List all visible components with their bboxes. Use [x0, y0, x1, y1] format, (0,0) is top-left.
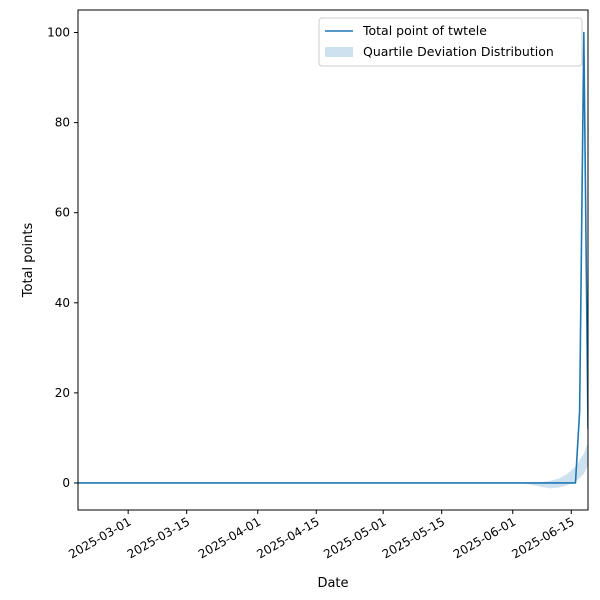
x-axis-label: Date	[317, 576, 348, 591]
x-tick-label: 2025-06-01	[451, 514, 518, 561]
series-line-total-points	[78, 31, 588, 484]
legend-entry-total-points: Total point of twtele	[362, 23, 487, 38]
y-tick-label: 40	[55, 296, 70, 310]
x-tick-label: 2025-04-15	[254, 514, 321, 561]
y-tick-label: 0	[62, 476, 70, 490]
legend-entry-quartile-deviation: Quartile Deviation Distribution	[363, 44, 554, 59]
x-tick-label: 2025-05-01	[321, 514, 388, 561]
quartile-band	[516, 442, 588, 489]
x-tick-label: 2025-05-15	[380, 514, 447, 561]
y-tick-label: 60	[55, 206, 70, 220]
x-tick-label: 2025-03-01	[66, 514, 133, 561]
y-tick-label: 80	[55, 116, 70, 130]
y-tick-label: 20	[55, 386, 70, 400]
plot-frame	[77, 9, 589, 511]
y-tick-label: 100	[47, 26, 70, 40]
legend-swatch-band	[325, 47, 353, 57]
y-axis-label: Total points	[21, 223, 36, 299]
y-axis: 0 20 40 60 80 100	[47, 26, 78, 490]
x-tick-label: 2025-06-15	[509, 514, 576, 561]
legend-box	[318, 17, 583, 67]
plot-area	[78, 31, 588, 489]
legend: Total point of twtele Quartile Deviation…	[318, 17, 583, 67]
x-tick-label: 2025-04-01	[196, 514, 263, 561]
x-tick-label: 2025-03-15	[125, 514, 192, 561]
